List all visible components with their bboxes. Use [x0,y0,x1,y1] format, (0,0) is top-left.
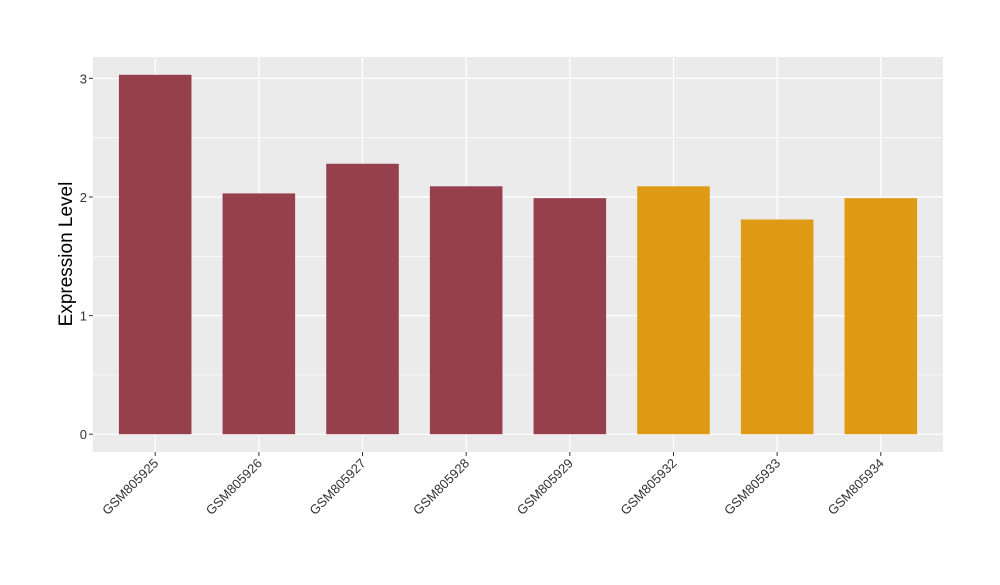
y-tick-label: 0 [80,427,87,442]
x-tick-label: GSM805929 [514,456,576,518]
x-tick-label: GSM805926 [203,456,265,518]
y-axis-label: Expression Level [56,182,77,327]
x-axis: GSM805925 GSM805926 GSM805927 GSM805928 GSM8… [99,452,887,518]
bar-GSM805927 [326,163,399,435]
x-tick-label: GSM805925 [99,456,161,518]
x-tick-label: GSM805928 [410,456,472,518]
x-tick-label: GSM805932 [617,456,679,518]
y-axis: 0 1 2 3 [80,71,93,442]
bar-GSM805926 [222,193,296,435]
x-tick-label: GSM805933 [721,456,783,518]
plot-panel [93,57,943,452]
x-tick-label: GSM805934 [825,456,887,518]
bar-GSM805928 [429,186,503,435]
bar-GSM805932 [637,186,710,435]
y-tick-label: 2 [80,190,87,205]
y-tick-label: 3 [80,71,87,86]
bar-GSM805933 [740,219,814,435]
bar-GSM805929 [533,198,607,435]
y-tick-label: 1 [80,309,87,324]
bar-GSM805934 [844,198,918,435]
bar-GSM805925 [118,74,192,435]
bars [118,74,918,435]
x-tick-label: GSM805927 [306,456,368,518]
